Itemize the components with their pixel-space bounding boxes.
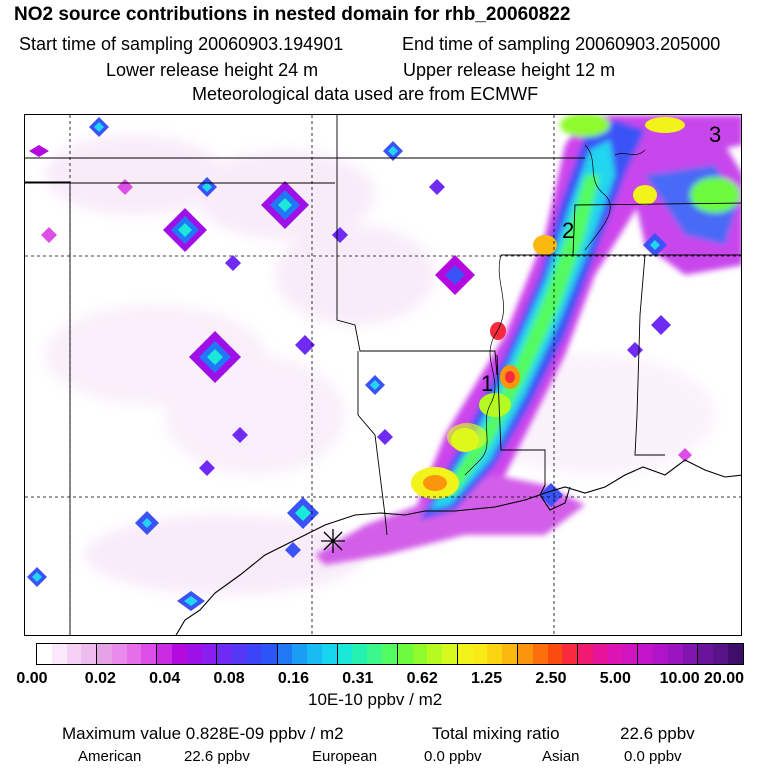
color-scale-cell (51, 644, 67, 664)
color-scale-tick-label: 10.00 (659, 670, 700, 687)
european-label: European (312, 748, 378, 765)
color-scale-tick-label: 0.00 (16, 670, 48, 687)
color-scale-cell (592, 644, 608, 664)
legend-units: 10E-10 ppbv / m2 (308, 690, 443, 709)
color-scale-tick-label: 20.00 (703, 670, 745, 687)
marker-label-3: 3 (709, 122, 721, 147)
star-marker (321, 529, 345, 553)
color-scale-cell (201, 644, 218, 664)
plume-haze (45, 135, 715, 595)
color-scale-cell (352, 644, 368, 664)
rivers (464, 144, 646, 476)
lower-release-text: Lower release height 24 m (106, 60, 319, 80)
color-scale-cell (321, 644, 338, 664)
color-scale-tick-label: 5.00 (599, 670, 631, 687)
color-scale-cell (397, 644, 413, 664)
color-scale-cell (667, 644, 683, 664)
state-boundaries (25, 115, 741, 635)
color-scale-cell (578, 644, 593, 664)
color-scale-cell (172, 644, 187, 664)
color-scale-cell (37, 644, 52, 664)
color-scale-cell (367, 644, 382, 664)
map-panel: 1 2 3 (24, 114, 742, 636)
start-time-text: Start time of sampling 20060903.194901 (19, 34, 344, 54)
color-scale-cell (518, 644, 533, 664)
color-scale-cell (427, 644, 443, 664)
color-scale-cell (97, 644, 112, 664)
color-scale-cell (126, 644, 142, 664)
color-scale-cell (261, 644, 278, 664)
color-scale-cell (653, 644, 668, 664)
color-scale-cell (157, 644, 173, 664)
total-mixing-value: 22.6 ppbv (620, 724, 695, 743)
color-scale-cell (81, 644, 98, 664)
color-scale-tick-label: 0.04 (149, 670, 181, 687)
color-scale-cell (638, 644, 654, 664)
upper-release-text: Upper release height 12 m (403, 60, 616, 80)
american-value: 22.6 ppbv (184, 748, 250, 765)
color-scale-cell (277, 644, 293, 664)
color-scale-tick-label: 0.16 (277, 670, 310, 687)
color-scale-cell (487, 644, 503, 664)
color-scale-tick-label: 1.25 (470, 670, 503, 687)
color-scale-bar (36, 643, 744, 665)
american-label: American (78, 748, 142, 765)
color-scale-tick-label: 0.08 (213, 670, 245, 687)
color-scale-cell (111, 644, 127, 664)
asian-value: 0.0 ppbv (624, 748, 682, 765)
color-scale-cell (562, 644, 579, 664)
color-scale-cell (532, 644, 548, 664)
color-scale-cell (472, 644, 488, 664)
max-value-text: Maximum value 0.828E-09 ppbv / m2 (62, 724, 344, 743)
color-scale-cell (66, 644, 82, 664)
marker-label-1: 1 (481, 371, 493, 396)
hotspots (411, 117, 685, 499)
color-scale-tick-label: 0.62 (406, 670, 438, 687)
color-scale-cell (698, 644, 714, 664)
color-scale-cell (727, 644, 743, 664)
color-scale-cell (381, 644, 398, 664)
color-scale-tick-label: 0.31 (342, 670, 374, 687)
color-scale-cell (292, 644, 308, 664)
color-scale-tick-label: 2.50 (535, 670, 567, 687)
color-scale-cell (246, 644, 262, 664)
color-scale-cell (607, 644, 623, 664)
lat-lon-grid (25, 115, 741, 635)
plume-main (315, 115, 741, 565)
color-scale-cell (232, 644, 247, 664)
color-scale-cell (713, 644, 728, 664)
asian-label: Asian (542, 748, 580, 765)
color-scale-cell (412, 644, 428, 664)
color-scale-cell (457, 644, 473, 664)
european-value: 0.0 ppbv (424, 748, 482, 765)
end-time-text: End time of sampling 20060903.205000 (402, 34, 721, 54)
color-scale-cell (442, 644, 458, 664)
color-scale-cell (547, 644, 563, 664)
total-mixing-label: Total mixing ratio (432, 724, 560, 743)
met-data-text: Meteorological data used are from ECMWF (192, 84, 539, 104)
color-scale-cell (186, 644, 202, 664)
concentration-map: 1 2 3 (25, 115, 741, 635)
marker-label-2: 2 (562, 218, 574, 243)
color-scale-cell (337, 644, 353, 664)
color-scale-cell (682, 644, 699, 664)
color-scale-cell (217, 644, 233, 664)
color-scale-cell (141, 644, 158, 664)
map-title: NO2 source contributions in nested domai… (14, 4, 571, 25)
coastline (175, 459, 741, 635)
color-scale-cell (622, 644, 639, 664)
color-scale-tick-label: 0.02 (84, 670, 116, 687)
color-scale-cell (502, 644, 518, 664)
color-scale-cell (307, 644, 322, 664)
